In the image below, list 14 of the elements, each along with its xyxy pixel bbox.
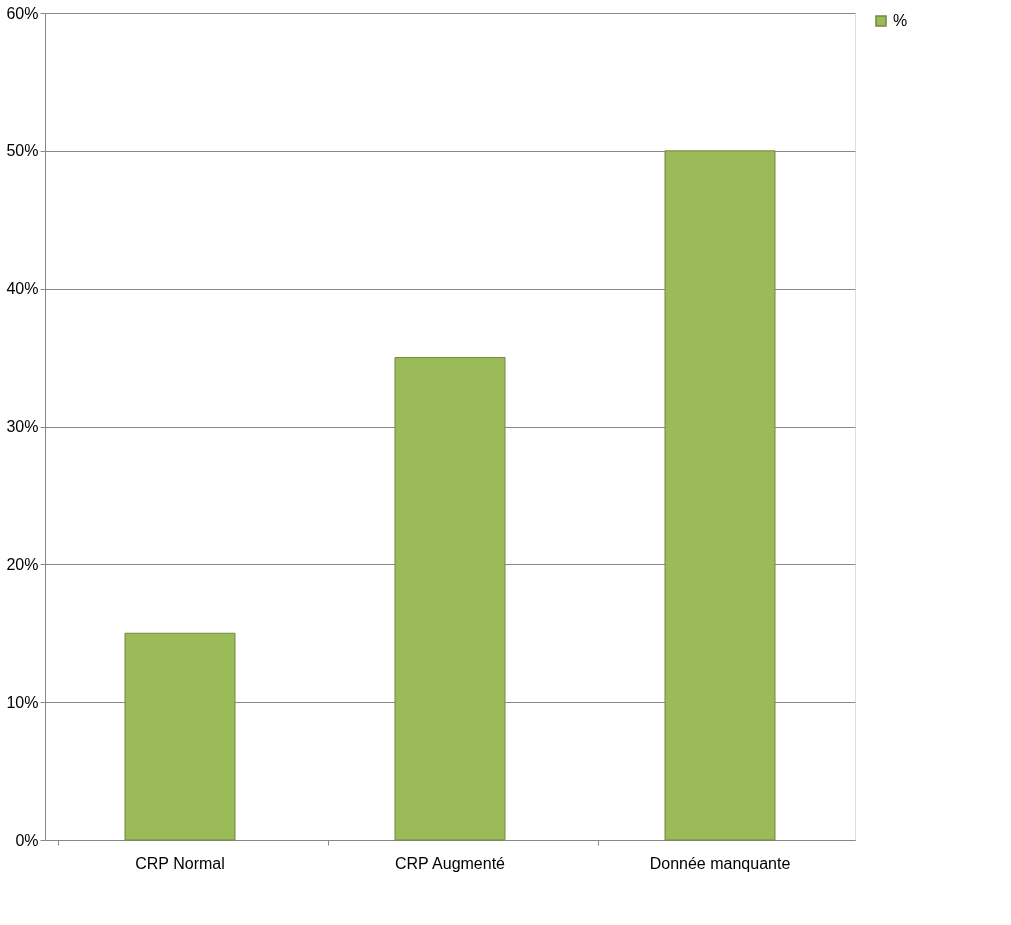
y-tick-label: 30% [6, 418, 39, 435]
y-tick-label: 50% [6, 142, 39, 160]
y-tick-label: 20% [6, 555, 39, 573]
y-tick-label: 10% [6, 693, 39, 711]
x-tick-label: CRP Augmenté [395, 854, 506, 872]
x-tick-label: Donnée manquante [649, 854, 791, 872]
bar [664, 150, 776, 841]
legend-label: % [893, 12, 908, 29]
x-tick-label: CRP Normal [135, 854, 225, 872]
y-tick-label: 60% [6, 4, 39, 22]
bar [394, 357, 506, 841]
y-tick-label: 40% [6, 280, 39, 298]
bar [124, 632, 236, 841]
y-tick-label: 0% [15, 831, 39, 849]
